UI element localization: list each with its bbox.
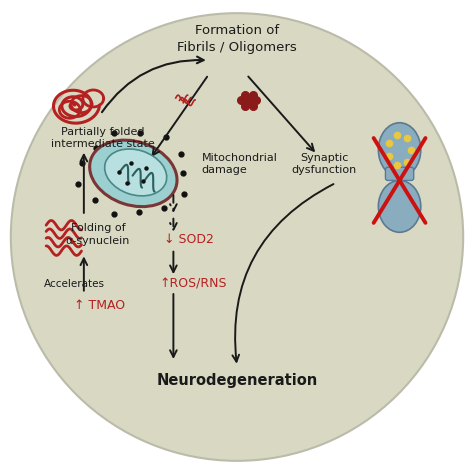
- Text: Neurodegeneration: Neurodegeneration: [156, 373, 318, 388]
- FancyBboxPatch shape: [385, 167, 414, 181]
- Text: Partially folded
intermediate state: Partially folded intermediate state: [51, 127, 155, 149]
- Ellipse shape: [90, 140, 177, 207]
- Text: ↑ TMAO: ↑ TMAO: [74, 299, 126, 312]
- Text: Accelerates: Accelerates: [44, 279, 105, 289]
- Ellipse shape: [105, 149, 167, 196]
- Text: Folding of
α-synuclein: Folding of α-synuclein: [66, 223, 130, 246]
- Text: ↓ SOD2: ↓ SOD2: [164, 233, 214, 246]
- Text: Mitochondrial
damage: Mitochondrial damage: [201, 153, 278, 175]
- Text: Formation of
Fibrils / Oligomers: Formation of Fibrils / Oligomers: [177, 24, 297, 54]
- Ellipse shape: [11, 13, 463, 461]
- Text: Synaptic
dysfunction: Synaptic dysfunction: [292, 153, 357, 175]
- Text: ↑ROS/RNS: ↑ROS/RNS: [159, 278, 227, 291]
- Ellipse shape: [378, 123, 421, 177]
- Ellipse shape: [378, 181, 421, 232]
